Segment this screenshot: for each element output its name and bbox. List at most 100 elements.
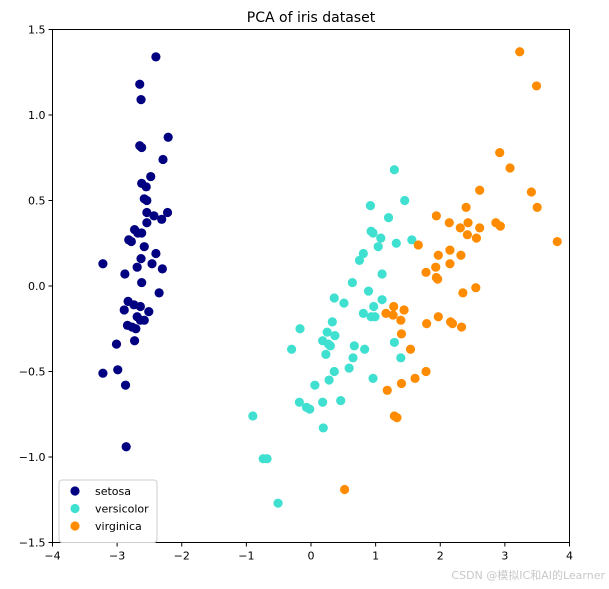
legend-marker-versicolor [70, 503, 80, 514]
setosa-point [142, 207, 152, 218]
setosa-point [98, 259, 108, 269]
virginica-point [532, 202, 542, 212]
legend-box [58, 479, 158, 543]
versicolor-point [347, 277, 357, 288]
virginica-point [381, 308, 391, 318]
versicolor-point [358, 248, 368, 259]
versicolor-point [344, 363, 354, 373]
setosa-point [120, 380, 131, 390]
virginica-point [531, 81, 542, 91]
y-tick-label: 1.0 [28, 109, 46, 122]
versicolor-point [363, 286, 374, 296]
x-tick-label: 2 [437, 550, 444, 563]
virginica-point [340, 484, 350, 495]
versicolor-point [376, 233, 386, 243]
y-tick-label: 0.5 [28, 195, 46, 208]
virginica-point [396, 378, 407, 389]
x-tick-label: −1 [238, 550, 254, 563]
versicolor-point [310, 380, 320, 390]
setosa-point [111, 339, 122, 349]
setosa-point [136, 95, 146, 105]
virginica-point [410, 373, 420, 383]
setosa-point [149, 211, 159, 221]
versicolor-point [389, 337, 399, 348]
virginica-point [462, 230, 472, 240]
virginica-point [456, 322, 467, 332]
virginica-point [463, 218, 473, 228]
x-tick-label: −3 [109, 550, 125, 563]
versicolor-point [318, 423, 328, 433]
virginica-point [389, 301, 399, 312]
versicolor-point [305, 404, 315, 414]
legend-marker-virginica [70, 521, 80, 531]
setosa-point [158, 154, 168, 165]
legend-label-setosa: setosa [95, 485, 131, 498]
virginica-point [421, 366, 431, 377]
versicolor-point [318, 397, 328, 407]
setosa-point [129, 300, 139, 310]
setosa-point [157, 214, 167, 224]
virginica-point [475, 223, 485, 233]
versicolor-point [407, 235, 417, 245]
versicolor-point [336, 395, 346, 406]
virginica-point [382, 385, 392, 395]
setosa-point [146, 171, 156, 182]
y-tick-label: −1.5 [19, 537, 46, 550]
setosa-point [151, 248, 161, 259]
legend-marker-setosa [70, 486, 80, 496]
x-tick-label: −4 [44, 550, 60, 563]
versicolor-point [396, 353, 406, 363]
versicolor-point [325, 341, 335, 351]
setosa-point [157, 264, 167, 274]
versicolor-point [391, 238, 401, 248]
versicolor-point [330, 330, 340, 341]
legend: setosa versicolor virginica [58, 479, 158, 543]
versicolor-point [354, 255, 365, 265]
setosa-point [121, 442, 131, 452]
plot-area [98, 47, 562, 508]
virginica-point [495, 221, 505, 231]
versicolor-point [360, 344, 370, 354]
virginica-point [475, 185, 485, 195]
axis-ticks: −4 −3 −2 −1 0 1 2 3 4 −1.5 −1.0 −0.5 0.0 0.5 1.0 1.5 [19, 24, 573, 563]
virginica-point [399, 305, 409, 315]
virginica-point [433, 250, 443, 260]
setosa-point [136, 254, 146, 264]
setosa-point [129, 336, 140, 346]
x-tick-label: 3 [501, 550, 508, 563]
virginica-point [515, 47, 525, 57]
legend-label-virginica: virginica [95, 520, 142, 533]
virginica-point [552, 236, 562, 247]
virginica-point [505, 163, 515, 173]
versicolor-point [373, 242, 383, 252]
setosa-point [131, 324, 141, 334]
watermark-text: CSDN @模拟IC和AI的Learner [451, 569, 605, 582]
versicolor-point [322, 327, 332, 337]
virginica-point [413, 240, 423, 250]
virginica-point [455, 223, 465, 233]
versicolor-point [273, 498, 283, 508]
setosa-point [135, 79, 145, 89]
versicolor-point [324, 375, 334, 385]
setosa-point [137, 228, 147, 238]
virginica-point [405, 344, 416, 354]
y-tick-label: −0.5 [19, 366, 46, 379]
versicolor-point [348, 353, 358, 363]
versicolor-point [365, 201, 376, 211]
setosa-point [154, 288, 164, 298]
setosa-point [98, 368, 108, 378]
versicolor-point [358, 308, 368, 318]
setosa-point [163, 132, 173, 142]
versicolor-point [327, 317, 337, 327]
versicolor-point [368, 228, 378, 238]
setosa-point [139, 242, 149, 252]
versicolor-point [400, 195, 410, 206]
versicolor-point [389, 165, 399, 175]
virginica-point [444, 218, 454, 228]
versicolor-point [321, 349, 331, 359]
versicolor-point [349, 341, 359, 351]
chart-title: PCA of iris dataset [247, 10, 376, 26]
setosa-point [142, 218, 152, 228]
virginica-point [396, 315, 406, 325]
